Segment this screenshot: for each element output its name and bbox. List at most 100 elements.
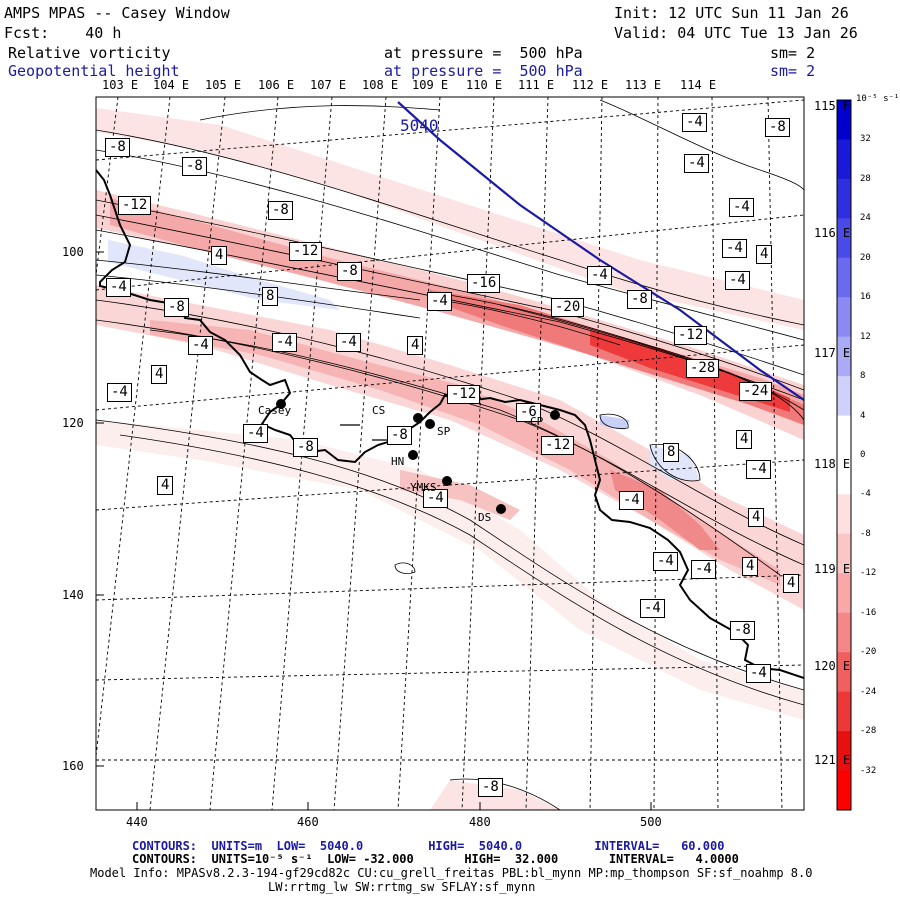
map-title: AMPS MPAS -- Casey Window: [4, 4, 230, 22]
height-contour-5040: [397, 101, 804, 401]
longitude-label-right: 121 E: [814, 753, 851, 767]
plot-frame: [95, 96, 805, 811]
vorticity-contour-label: -4: [640, 599, 665, 618]
station-dot-sp: [276, 399, 286, 409]
vorticity-contour-label: -8: [387, 426, 412, 445]
vorticity-contour-label: -8: [337, 262, 362, 281]
y-axis-tick-label: 160: [62, 759, 84, 773]
longitude-label-top: 104 E: [153, 78, 190, 92]
station-label: SP: [437, 425, 451, 438]
vorticity-contour-label: 4: [211, 246, 228, 265]
field1-name: Relative vorticity: [8, 44, 171, 62]
field1-smoothing: sm= 2: [770, 44, 816, 62]
vorticity-contour-label: -4: [587, 266, 612, 285]
colorbar-label: 4: [860, 410, 866, 421]
vorticity-contour-label: 4: [407, 336, 424, 355]
vorticity-contour-label: -4: [684, 154, 709, 173]
vorticity-contour-label: 8: [262, 287, 279, 306]
longitude-label-top: 105 E: [205, 78, 242, 92]
vorticity-contour-label: -28: [686, 359, 720, 378]
vorticity-contour-label: -4: [272, 333, 297, 352]
vorticity-contour-label: -4: [746, 460, 771, 479]
valid-time: Valid: 04 UTC Tue 13 Jan 26: [614, 24, 858, 42]
vorticity-contour-label: -8: [627, 290, 652, 309]
longitude-label-top: 110 E: [466, 78, 503, 92]
colorbar-label: 8: [860, 371, 866, 382]
colorbar-segment: [837, 218, 851, 259]
y-axis-tick-label: 100: [62, 245, 84, 259]
station-dot-cs: [425, 419, 435, 429]
colorbar-segment: [837, 612, 851, 653]
station-label: CP: [530, 415, 544, 428]
colorbar-segment: [837, 336, 851, 377]
colorbar-label: -16: [860, 607, 877, 618]
vorticity-contour-label: -16: [467, 274, 501, 293]
colorbar-label: 0: [860, 450, 866, 460]
vorticity-contour-label: -4: [722, 239, 747, 258]
vorticity-contour-label: -4: [619, 491, 644, 510]
longitude-label-top: 109 E: [412, 78, 449, 92]
footer-contours-height: CONTOURS: UNITS=m LOW= 5040.0 HIGH= 5040…: [132, 839, 725, 853]
longitude-label-top: 113 E: [625, 78, 662, 92]
colorbar-segment: [837, 139, 851, 180]
vorticity-contour-label: 4: [736, 430, 753, 449]
vorticity-contour-label: -8: [268, 201, 293, 220]
longitude-label-right: 115 E: [814, 99, 851, 113]
vorticity-contour-label: -24: [739, 382, 773, 401]
vorticity-contour-label: 4: [742, 557, 759, 576]
vorticity-contour-label: -4: [725, 271, 750, 290]
vorticity-contour-label: -4: [107, 383, 132, 402]
vorticity-contour-label: -4: [691, 560, 716, 579]
station-markers: [276, 399, 560, 514]
vorticity-contour-label: -4: [746, 664, 771, 683]
colorbar-label: -32: [860, 765, 877, 776]
x-axis-tick-label: 480: [469, 815, 491, 829]
vorticity-contour-label: -20: [551, 298, 585, 317]
field2-level: at pressure = 500 hPa: [384, 62, 583, 80]
colorbar-label: 32: [860, 134, 871, 145]
colorbar-segment: [837, 573, 851, 614]
vorticity-contour-label: -4: [427, 292, 452, 311]
vorticity-contour-label: -12: [118, 196, 152, 215]
init-time: Init: 12 UTC Sun 11 Jan 26: [614, 4, 849, 22]
x-axis-tick-label: 500: [640, 815, 662, 829]
longitude-label-right: 116 E: [814, 226, 851, 240]
vorticity-contour-label: -4: [653, 552, 678, 571]
colorbar-label: 24: [860, 213, 871, 224]
vorticity-contour-label: -4: [188, 336, 213, 355]
colorbar-segment: [837, 691, 851, 732]
vorticity-contour-label: -4: [682, 113, 707, 132]
y-axis-tick-label: 120: [62, 416, 84, 430]
colorbar-segment: [837, 100, 851, 140]
vorticity-shading: [96, 108, 804, 810]
station-dot-casey: [413, 413, 423, 423]
height-contour-label: 5040: [400, 116, 439, 135]
longitude-label-top: 103 E: [102, 78, 139, 92]
vorticity-contour-label: -8: [478, 778, 503, 797]
colorbar-segment: [837, 455, 851, 495]
vorticity-contour-label: -4: [423, 489, 448, 508]
longitude-label-top: 111 E: [518, 78, 555, 92]
vorticity-contour-label: 4: [756, 245, 773, 264]
axis-ticks: [96, 251, 652, 810]
colorbar-segment: [837, 297, 851, 338]
longitude-label-top: 108 E: [362, 78, 399, 92]
colorbar-segment: [837, 257, 851, 298]
station-label: CS: [372, 404, 386, 417]
y-axis-tick-label: 140: [62, 588, 84, 602]
colorbar-segment: [837, 770, 851, 811]
vorticity-contour-label: -8: [105, 138, 130, 157]
vorticity-contour-label: -4: [243, 424, 268, 443]
longitude-label-top: 106 E: [258, 78, 295, 92]
longitude-label-top: 112 E: [572, 78, 609, 92]
vorticity-contour-label: 4: [748, 508, 765, 527]
footer-contours-vorticity: CONTOURS: UNITS=10⁻⁵ s⁻¹ LOW= -32.000 HI…: [132, 852, 739, 866]
station-dot-ds: [496, 504, 506, 514]
vorticity-contour-label: -8: [293, 438, 318, 457]
footer-model-physics: LW:rrtmg_lw SW:rrtmg_sw SFLAY:sf_mynn: [268, 880, 536, 894]
plot-area: [96, 97, 804, 810]
station-label: Casey: [258, 404, 292, 417]
colorbar-label: 20: [860, 252, 871, 263]
x-axis-tick-label: 460: [297, 815, 319, 829]
vorticity-contour-label: -12: [289, 242, 323, 261]
